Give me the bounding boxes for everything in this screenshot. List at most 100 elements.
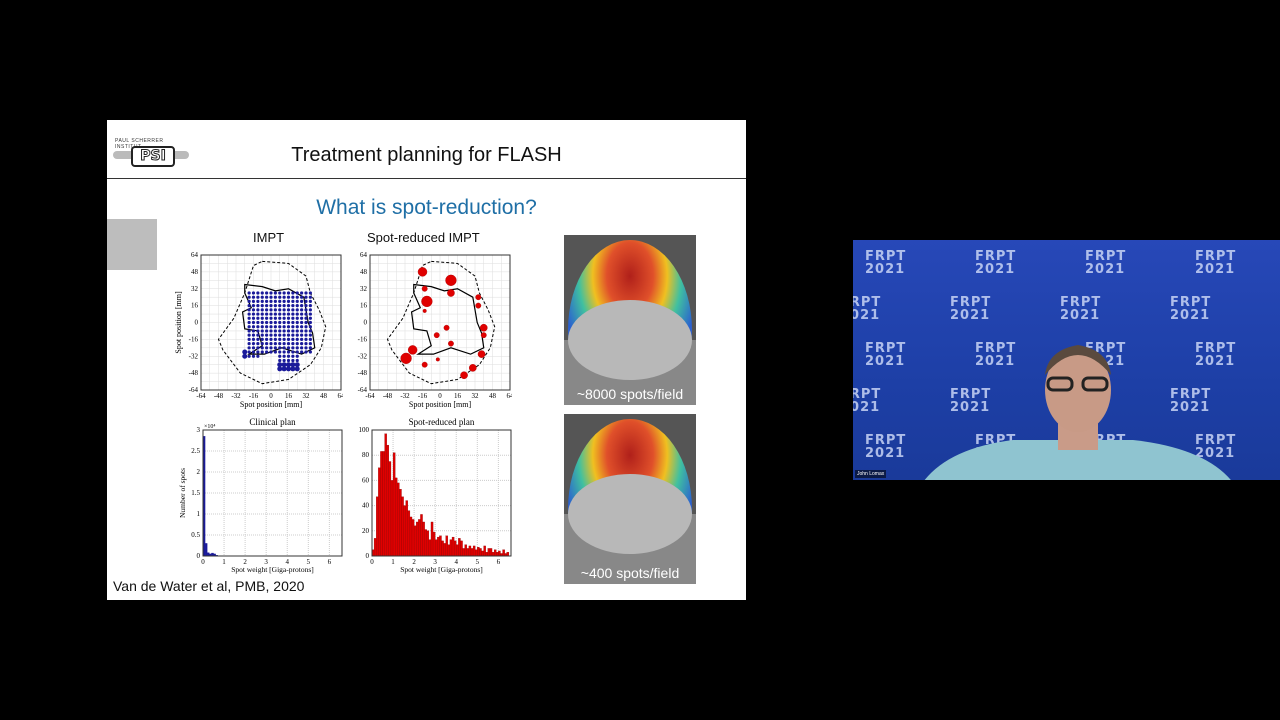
spot-point [273,312,277,316]
spot-point [256,337,260,341]
spot-point [260,346,264,350]
spot-point [251,325,256,329]
histogram-bar [411,519,415,557]
spot-point [260,299,264,304]
x-tick-label: -16 [249,392,259,400]
histogram-bar [437,536,440,557]
x-tick-label: 3 [433,558,437,566]
spot-point [295,354,299,358]
y-axis-label: Number of spots [178,468,187,518]
spot-point [286,295,291,299]
spot-point [475,302,482,309]
spot-point [475,294,482,301]
spot-point [460,371,468,380]
spot-point [256,350,260,354]
backdrop-logo: FRPT 2021 [975,341,1017,369]
spot-point [269,346,273,350]
spot-point [251,291,256,295]
spot-point [282,291,286,295]
histogram-bar [405,500,408,557]
spot-point [269,350,273,354]
spot-point [291,299,295,304]
spot-point [260,325,264,329]
spot-point [286,333,291,337]
spot-point [247,295,251,299]
x-tick-label: 64 [507,392,513,400]
spot-point [251,312,256,316]
spot-point [282,320,286,325]
histogram-bar [435,539,438,557]
x-tick-label: 0 [201,558,205,566]
spot-point [278,320,282,325]
spot-point [278,316,282,320]
spot-point [282,341,286,346]
spot-point [291,295,295,299]
spot-point [260,304,264,308]
histogram-bar [390,480,394,557]
spot-point [269,320,273,325]
histogram-bar [447,544,451,557]
y-tick-label: -64 [358,386,368,394]
histogram-bar [407,510,411,557]
spot-point [421,285,428,292]
spot-point [278,350,282,354]
spot-point [256,304,260,308]
spot-point [286,304,291,308]
histogram-bar [439,535,442,557]
spot-point [286,346,291,350]
spot-point [256,354,260,358]
spot-point [256,320,260,325]
spot-point [304,346,308,350]
spot-point [286,312,291,316]
spot-point [304,333,308,337]
x-tick-label: 2 [412,558,416,566]
x-tick-label: 6 [497,558,501,566]
spot-point [433,332,440,339]
plot-frame [371,429,512,557]
x-tick-label: -32 [400,392,410,400]
spot-point [251,337,256,341]
spot-point [300,329,304,333]
spot-point [256,299,260,304]
participant-video-tile[interactable]: FRPT 2021 FRPT 2021 FRPT 2021 FRPT 2021 FRPT… [853,240,1280,480]
spot-point [278,358,282,363]
histogram-bar [464,544,467,557]
spot-point [278,341,282,346]
spot-point [291,337,295,341]
spot-point [247,320,251,325]
reduced-scatter-chart: -64-64 -48 -48 -32 -32 -16 -16 0 0 16 16 32 32 48 48 64… [358,251,513,409]
x-tick-label: 32 [303,392,311,400]
spot-point [256,333,260,337]
histogram-bar [460,540,463,557]
spot-point [265,337,269,341]
spot-point [260,291,264,295]
spot-point [308,320,312,325]
caption-400-spots: ~400 spots/field [580,565,680,581]
y-tick-label: 32 [360,285,368,293]
spot-point [286,320,291,325]
spot-point [300,295,304,299]
spot-point [247,308,251,312]
spot-point [269,308,273,312]
y-tick-label: 1.5 [191,489,200,497]
spot-point [291,333,295,337]
spot-point [308,329,312,333]
histogram-bar [475,549,478,557]
spot-point [260,316,264,320]
spot-point [247,350,251,354]
spot-point [251,320,256,325]
spot-point [295,358,299,363]
spot-point [286,291,291,295]
spot-point [304,350,308,354]
spot-point [308,299,312,304]
histogram-bar [443,543,446,557]
logo-text: PAUL SCHERRER INSTITUT [115,138,164,150]
spot-point [282,358,286,363]
spot-point [256,291,260,295]
spot-point [291,304,295,308]
spot-point [300,337,304,341]
x-tick-label: 4 [454,558,458,566]
y-tick-label: 60 [362,476,370,484]
spot-point [282,304,286,308]
